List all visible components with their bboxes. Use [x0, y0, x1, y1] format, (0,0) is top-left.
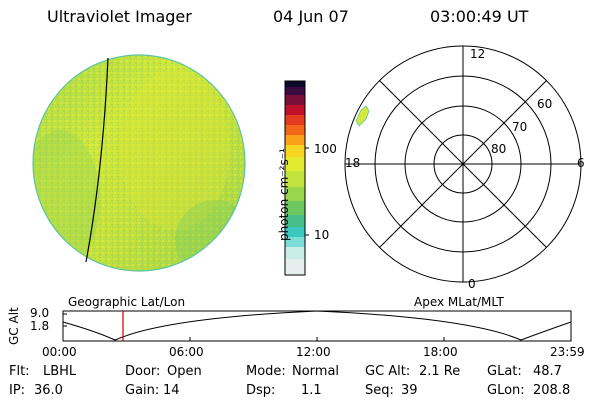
status-mode-value: Normal [292, 364, 340, 379]
app-title: Ultraviolet Imager [47, 7, 192, 26]
altitude-curve [62, 310, 572, 341]
orbit-xtick-1800: 18:00 [423, 345, 458, 359]
polar-mlat-mlt-plot [344, 45, 582, 283]
status-door-label: Door: [125, 364, 161, 379]
orbit-xtick-0600: 06:00 [169, 345, 204, 359]
orbit-ytick-low: 1.8 [30, 319, 50, 333]
status-filter-label: Flt: [9, 364, 30, 379]
color-scale-bar [284, 80, 309, 276]
orbit-ytick-high: 9.0 [30, 306, 50, 320]
mlat-label-80: 80 [491, 142, 507, 156]
status-gain-value: 14 [163, 383, 180, 398]
orbit-left-title: Geographic Lat/Lon [68, 295, 186, 309]
mlt-label-6: 6 [577, 156, 585, 170]
status-seq-value: 39 [401, 383, 418, 398]
status-dsp-value: 1.1 [301, 383, 322, 398]
colorbar-unit-label: photon cm⁻²s⁻¹ [277, 148, 291, 241]
orbit-xtick-0000: 00:00 [42, 345, 77, 359]
status-gcalt-label: GC Alt: [365, 364, 411, 379]
orbit-altitude-plot [62, 310, 572, 342]
mlt-label-0: 0 [468, 277, 476, 291]
status-ip-label: IP: [9, 383, 26, 398]
time-display: 03:00:49 UT [430, 7, 529, 26]
orbit-ylabel: GC Alt [7, 307, 21, 345]
mlt-label-18: 18 [345, 156, 361, 170]
mlt-label-12: 12 [470, 47, 486, 61]
status-glon-label: GLon: [487, 383, 525, 398]
status-gcalt-value: 2.1 Re [419, 364, 461, 379]
aurora-patch [355, 105, 370, 127]
status-ip-value: 36.0 [34, 383, 63, 398]
mlat-label-60: 60 [537, 97, 553, 111]
status-dsp-label: Dsp: [246, 383, 276, 398]
colorbar-tick-100: 100 [314, 142, 337, 156]
status-seq-label: Seq: [365, 383, 394, 398]
status-gain-label: Gain: [125, 383, 160, 398]
earth-disk-image [32, 54, 246, 272]
status-glat-label: GLat: [487, 364, 522, 379]
terminator-line [85, 57, 109, 263]
status-door-value: Open [167, 364, 202, 379]
status-mode-label: Mode: [246, 364, 286, 379]
status-glon-value: 208.8 [533, 383, 571, 398]
status-filter-value: LBHL [43, 364, 77, 379]
orbit-xtick-1200: 12:00 [296, 345, 331, 359]
status-glat-value: 48.7 [533, 364, 562, 379]
colorbar-tick-10: 10 [314, 228, 330, 242]
orbit-right-title: Apex MLat/MLT [414, 295, 504, 309]
date-display: 04 Jun 07 [273, 7, 349, 26]
mlat-label-70: 70 [512, 120, 528, 134]
orbit-xtick-2359: 23:59 [550, 345, 585, 359]
